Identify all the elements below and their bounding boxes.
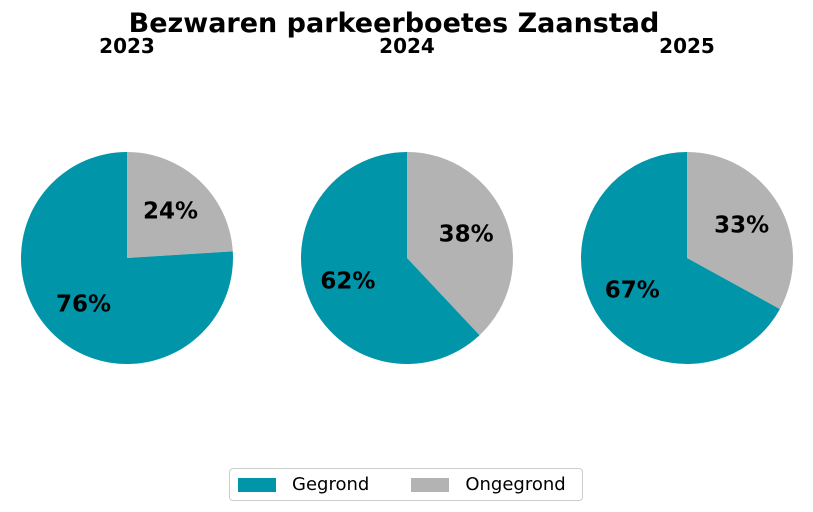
slice-label-ongegrond: 33% <box>714 213 769 239</box>
legend-item-ongegrond: Ongegrond <box>411 474 566 495</box>
slice-ongegrond <box>687 152 794 310</box>
slice-ongegrond <box>407 152 513 336</box>
pie-2023: 2023 24% 76% <box>20 34 233 364</box>
chart-title: Bezwaren parkeerboetes Zaanstad <box>129 8 660 39</box>
legend-swatch-gegrond <box>238 477 276 492</box>
legend-swatch-ongegrond <box>411 477 450 492</box>
legend-label-ongegrond: Ongegrond <box>465 474 566 495</box>
legend-item-gegrond: Gegrond <box>238 474 369 495</box>
pie-subtitle: 2024 <box>379 34 435 58</box>
pie-2024: 2024 38% 62% <box>300 34 513 364</box>
slice-label-gegrond: 62% <box>320 268 375 294</box>
pie-subtitle: 2025 <box>659 34 715 58</box>
slice-gegrond <box>300 151 480 364</box>
slice-label-ongegrond: 38% <box>439 222 494 248</box>
pie-2025: 2025 33% 67% <box>581 34 794 364</box>
slice-label-gegrond: 67% <box>605 277 660 303</box>
pie-subtitle: 2023 <box>99 34 155 58</box>
slice-label-ongegrond: 24% <box>143 199 198 225</box>
slice-label-gegrond: 76% <box>56 291 111 317</box>
slice-gegrond <box>581 152 780 364</box>
legend-label-gegrond: Gegrond <box>292 474 370 495</box>
legend: Gegrond Ongegrond <box>229 468 583 501</box>
slice-ongegrond <box>127 152 233 258</box>
slice-gegrond <box>20 152 233 364</box>
